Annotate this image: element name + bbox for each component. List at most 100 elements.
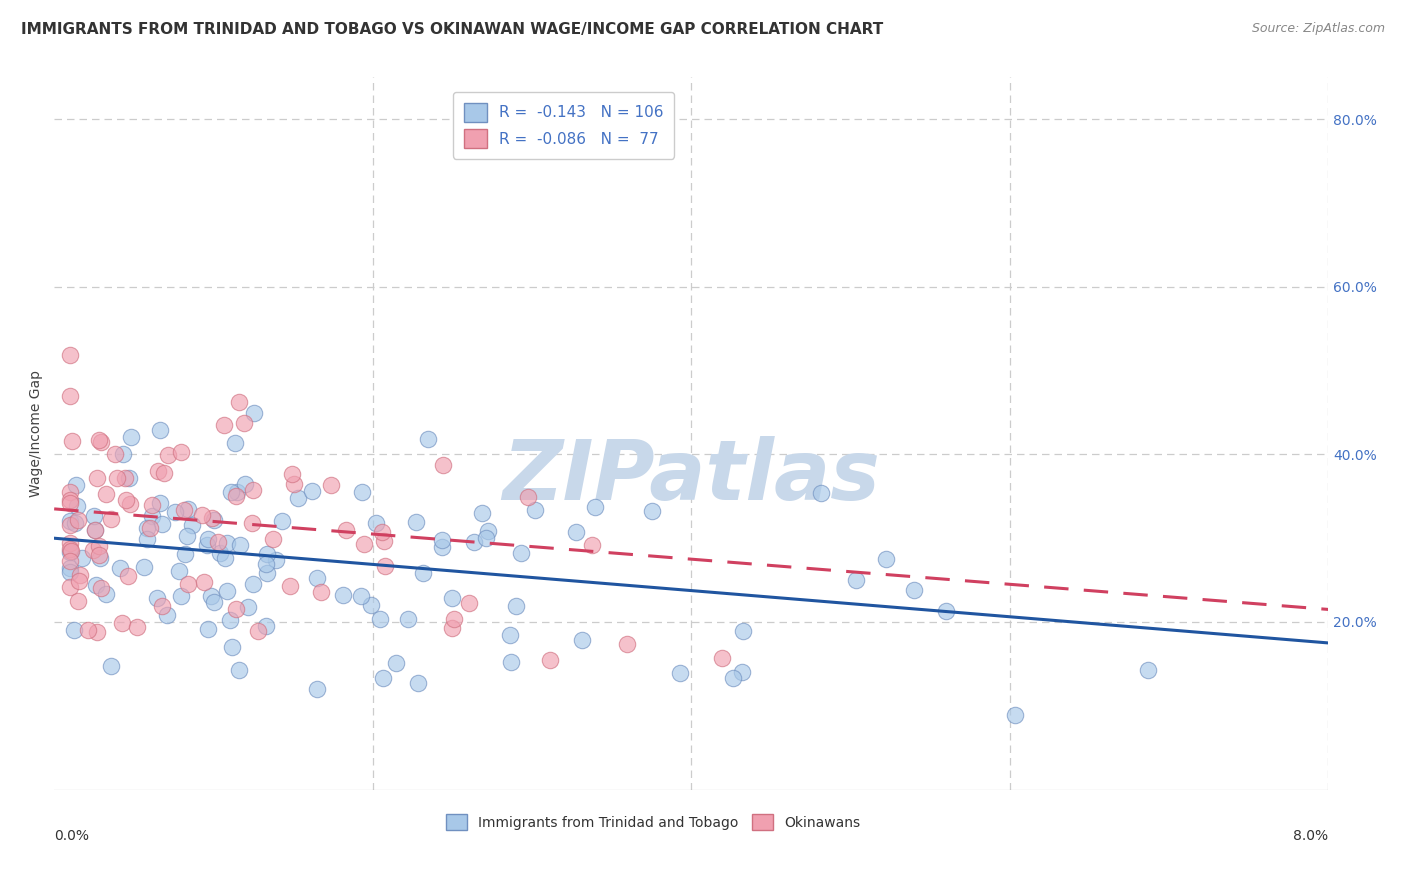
- Point: [332, 588, 354, 602]
- Point: [499, 655, 522, 669]
- Point: [82, 542, 104, 557]
- Point: [305, 681, 328, 696]
- Point: [499, 628, 522, 642]
- Point: [875, 552, 897, 566]
- Point: [153, 466, 176, 480]
- Point: [319, 478, 342, 492]
- Point: [148, 464, 170, 478]
- Point: [173, 547, 195, 561]
- Point: [197, 532, 219, 546]
- Point: [366, 516, 388, 530]
- Point: [150, 517, 173, 532]
- Point: [180, 517, 202, 532]
- Point: [373, 671, 395, 685]
- Point: [242, 406, 264, 420]
- Point: [125, 620, 148, 634]
- Point: [207, 535, 229, 549]
- Point: [90, 581, 112, 595]
- Point: [59, 492, 82, 507]
- Point: [441, 621, 464, 635]
- Point: [565, 524, 588, 539]
- Point: [903, 582, 925, 597]
- Point: [463, 535, 485, 549]
- Point: [471, 507, 494, 521]
- Point: [60, 434, 83, 449]
- Point: [219, 485, 242, 500]
- Point: [141, 508, 163, 523]
- Point: [176, 529, 198, 543]
- Point: [616, 637, 638, 651]
- Point: [224, 436, 246, 450]
- Point: [221, 640, 243, 654]
- Point: [360, 598, 382, 612]
- Point: [374, 559, 396, 574]
- Point: [301, 483, 323, 498]
- Point: [120, 497, 142, 511]
- Point: [247, 624, 270, 638]
- Point: [177, 502, 200, 516]
- Point: [90, 434, 112, 449]
- Point: [353, 537, 375, 551]
- Point: [477, 524, 499, 539]
- Point: [271, 515, 294, 529]
- Point: [1004, 708, 1026, 723]
- Point: [59, 565, 82, 579]
- Point: [195, 538, 218, 552]
- Point: [59, 536, 82, 550]
- Point: [86, 625, 108, 640]
- Point: [723, 671, 745, 685]
- Point: [441, 591, 464, 605]
- Point: [233, 477, 256, 491]
- Point: [215, 535, 238, 549]
- Point: [139, 521, 162, 535]
- Point: [156, 448, 179, 462]
- Point: [335, 523, 357, 537]
- Point: [132, 560, 155, 574]
- Point: [711, 650, 734, 665]
- Point: [155, 607, 177, 622]
- Point: [167, 564, 190, 578]
- Point: [352, 485, 374, 500]
- Point: [581, 538, 603, 552]
- Point: [77, 623, 100, 637]
- Point: [730, 665, 752, 680]
- Point: [87, 539, 110, 553]
- Point: [59, 348, 82, 362]
- Point: [66, 513, 89, 527]
- Point: [86, 578, 108, 592]
- Point: [416, 432, 439, 446]
- Point: [242, 577, 264, 591]
- Point: [256, 566, 278, 581]
- Point: [89, 551, 111, 566]
- Point: [94, 487, 117, 501]
- Text: Source: ZipAtlas.com: Source: ZipAtlas.com: [1251, 22, 1385, 36]
- Point: [408, 676, 430, 690]
- Point: [66, 499, 89, 513]
- Point: [228, 663, 250, 677]
- Point: [59, 554, 82, 568]
- Point: [371, 525, 394, 540]
- Point: [583, 500, 606, 514]
- Point: [59, 517, 82, 532]
- Point: [59, 545, 82, 559]
- Point: [226, 484, 249, 499]
- Point: [935, 604, 957, 618]
- Point: [242, 516, 264, 531]
- Point: [197, 622, 219, 636]
- Point: [254, 557, 277, 571]
- Point: [89, 433, 111, 447]
- Point: [111, 447, 134, 461]
- Point: [641, 504, 664, 518]
- Point: [63, 516, 86, 530]
- Point: [845, 573, 868, 587]
- Point: [100, 512, 122, 526]
- Point: [59, 389, 82, 403]
- Point: [256, 547, 278, 561]
- Y-axis label: Wage/Income Gap: Wage/Income Gap: [30, 370, 44, 497]
- Point: [242, 483, 264, 497]
- Point: [191, 508, 214, 523]
- Point: [149, 496, 172, 510]
- Point: [350, 589, 373, 603]
- Point: [287, 491, 309, 505]
- Point: [149, 423, 172, 437]
